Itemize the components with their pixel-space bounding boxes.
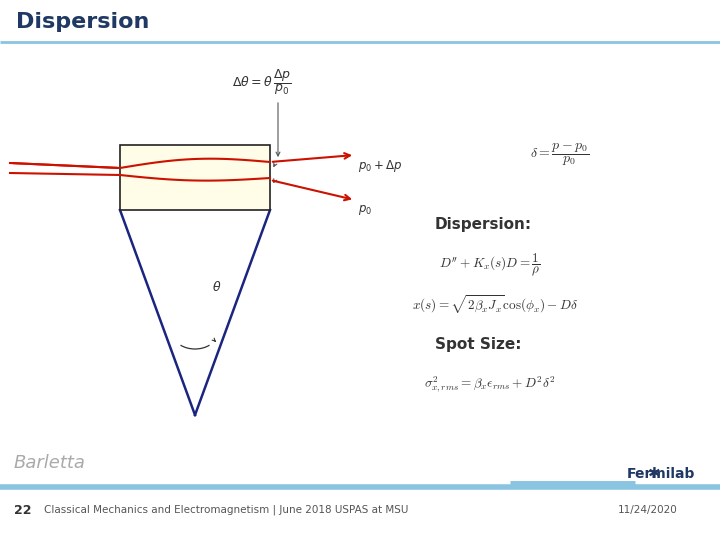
Text: $\delta = \dfrac{p - p_0}{p_0}$: $\delta = \dfrac{p - p_0}{p_0}$	[531, 142, 590, 168]
Text: 22: 22	[14, 503, 32, 516]
Text: Spot Size:: Spot Size:	[435, 338, 521, 353]
Text: $x(s) = \sqrt{2\beta_x J_x}\cos(\phi_x) - D\delta$: $x(s) = \sqrt{2\beta_x J_x}\cos(\phi_x) …	[412, 294, 578, 316]
Text: $\Delta\theta = \theta\,\dfrac{\Delta p}{p_0}$: $\Delta\theta = \theta\,\dfrac{\Delta p}…	[232, 67, 292, 97]
Text: Dispersion:: Dispersion:	[435, 218, 532, 233]
Text: ✱: ✱	[648, 466, 661, 481]
Text: $p_0$: $p_0$	[358, 203, 372, 217]
Text: Barletta: Barletta	[14, 454, 86, 472]
Text: Classical Mechanics and Electromagnetism | June 2018 USPAS at MSU: Classical Mechanics and Electromagnetism…	[44, 505, 408, 515]
Text: $\theta$: $\theta$	[212, 280, 222, 294]
Text: $p_0 + \Delta p$: $p_0 + \Delta p$	[358, 158, 402, 174]
Text: Fermilab: Fermilab	[626, 467, 695, 481]
Text: 11/24/2020: 11/24/2020	[618, 505, 678, 515]
Text: $\sigma^2_{x,rms} = \beta_x \epsilon_{rms} + D^2\delta^2$: $\sigma^2_{x,rms} = \beta_x \epsilon_{rm…	[424, 375, 556, 395]
Bar	[120, 145, 270, 210]
Text: $D'' + K_x(s)D = \dfrac{1}{\rho}$: $D'' + K_x(s)D = \dfrac{1}{\rho}$	[439, 252, 541, 278]
Text: Dispersion: Dispersion	[16, 12, 149, 32]
